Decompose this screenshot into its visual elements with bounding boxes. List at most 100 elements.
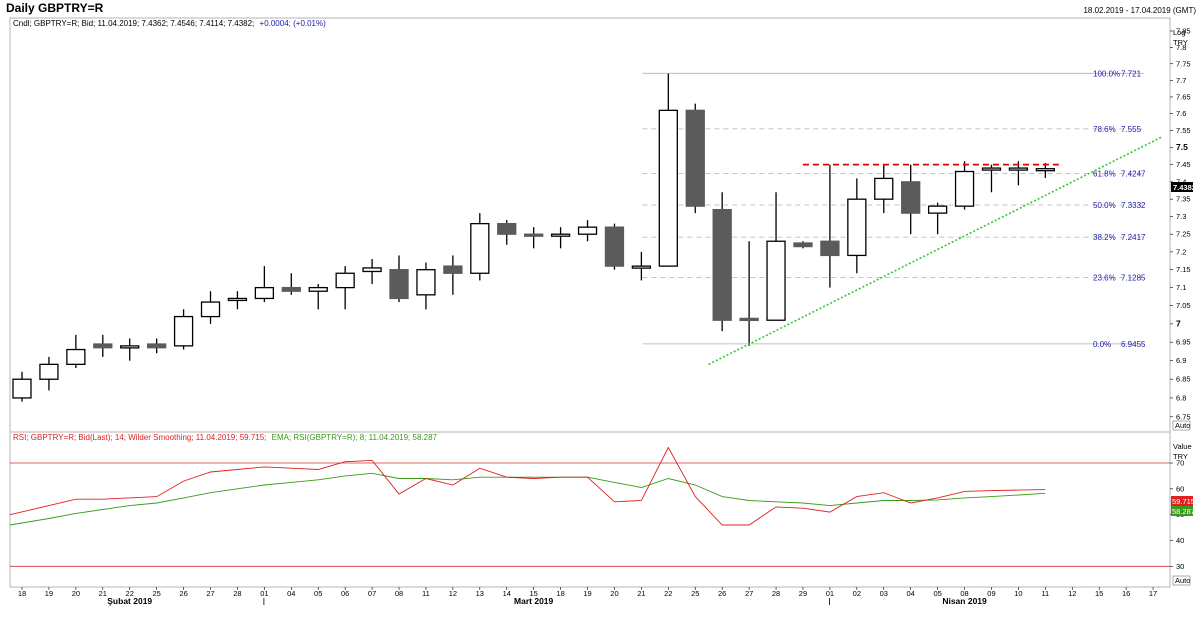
date-tick-label: 28 (772, 589, 780, 598)
rsi-axis-caption-value: Value (1173, 442, 1192, 451)
candle (470, 213, 490, 281)
candle (335, 266, 355, 310)
candle (39, 356, 59, 391)
candle-legend: Cndl; GBPTRY=R; Bid; 11.04.2019; 7.4362;… (13, 19, 326, 28)
price-auto-button[interactable] (1172, 420, 1191, 431)
candle-body (66, 348, 86, 365)
ema-last-tag (1171, 506, 1193, 516)
date-tick-label: 06 (341, 589, 349, 598)
fib-level-percent: 50.0% (1093, 201, 1116, 210)
date-tick-label: 02 (853, 589, 861, 598)
date-tick-label: 27 (745, 589, 753, 598)
candlestick-series (12, 73, 1055, 402)
price-tick-label: 7.65 (1176, 92, 1191, 101)
rsi-tick-label: 60 (1176, 484, 1184, 493)
rsi-tick-label: 30 (1176, 562, 1184, 571)
candle-body (470, 222, 490, 274)
price-tick-label: 7.8 (1176, 43, 1186, 52)
fib-level-value: 7.721 (1121, 69, 1142, 78)
candle-body (1035, 168, 1055, 172)
ema-legend-text: EMA; RSI(GBPTRY=R); 8; 11.04.2019; 58.28… (272, 433, 438, 442)
rsi-ema-line (9, 472, 1046, 526)
price-tick-label: 7.25 (1176, 230, 1191, 239)
rsi-axis: 7060504030 (10, 459, 1184, 571)
last-price-label: 7.4382 (1173, 183, 1196, 192)
candle-legend-change: +0.0004; (+0.01%) (260, 19, 327, 28)
price-axis: 7.85 7.8 7.75 7.7 7.65 7.6 7.55 7.5 7.45 7.4 7.35 7… (1170, 26, 1191, 421)
candle (550, 227, 571, 249)
candle-body (173, 315, 194, 347)
date-tick-label: 05 (933, 589, 941, 598)
candle-body (954, 170, 975, 207)
candle (281, 273, 301, 295)
candle-body (254, 286, 275, 300)
rsi-legend-text: RSI; GBPTRY=R; Bid(Last); 14; Wilder Smo… (13, 433, 266, 442)
rsi-axis-caption-unit: TRY (1173, 452, 1188, 461)
ema-last-label: 58.287 (1172, 507, 1195, 516)
date-tick-label: 10 (1014, 589, 1022, 598)
price-tick-label: 7.15 (1176, 265, 1191, 274)
fib-level-percent: 38.2% (1093, 233, 1116, 242)
candle-body (497, 222, 517, 235)
price-tick-label: 6.85 (1176, 375, 1191, 384)
date-tick-label: 15 (529, 589, 537, 598)
candle-body (39, 363, 59, 380)
date-tick-label: 05 (314, 589, 322, 598)
candle-body (281, 286, 301, 292)
date-tick-label: 12 (1068, 589, 1076, 598)
rsi-auto-button[interactable] (1172, 575, 1191, 586)
date-tick-label: 15 (1095, 589, 1103, 598)
price-axis-caption-unit: TRY (1173, 38, 1188, 47)
rsi-last-label: 59.715 (1172, 497, 1195, 506)
price-tick-label: 7.45 (1176, 160, 1191, 169)
fib-level-percent: 100.0% (1093, 69, 1120, 78)
candle (658, 73, 678, 267)
candle (12, 371, 32, 402)
candle (685, 103, 705, 214)
price-tick-label: 7.35 (1176, 195, 1191, 204)
price-auto-label: Auto (1175, 421, 1190, 430)
candle (847, 178, 867, 274)
fibonacci-levels: 100.0% 7.721 78.6% 7.555 61.8% 7.4247 50.0% 7.3… (642, 69, 1146, 349)
price-axis-caption-log: Log (1173, 28, 1186, 37)
date-tick-label: 25 (691, 589, 699, 598)
candle (739, 241, 759, 346)
date-tick-label: 18 (556, 589, 564, 598)
date-tick-label: 26 (179, 589, 187, 598)
candle (981, 164, 1002, 193)
price-tick-label: 7.05 (1176, 301, 1191, 310)
candle-body (927, 205, 948, 214)
date-tick-label: 14 (503, 589, 511, 598)
candle (524, 227, 544, 249)
candle-body (550, 233, 571, 237)
price-tick-label: 7.3 (1176, 212, 1186, 221)
date-tick-label: 22 (664, 589, 672, 598)
fib-level-value: 7.4247 (1121, 169, 1146, 178)
candle-body (820, 240, 840, 257)
candle (712, 192, 732, 332)
candle-body (793, 242, 813, 248)
date-tick-label: 16 (1122, 589, 1130, 598)
rsi-panel-frame (9, 431, 1171, 588)
date-tick-label: 21 (99, 589, 107, 598)
rsi-tick-label: 70 (1176, 459, 1184, 468)
candle (497, 220, 517, 245)
candle (443, 255, 463, 295)
candle-body (389, 269, 409, 300)
date-tick-label: 12 (449, 589, 457, 598)
price-tick-label: 7.1 (1176, 283, 1186, 292)
date-tick-label: 04 (287, 589, 295, 598)
date-tick-label: 20 (72, 589, 80, 598)
last-price-tag (1171, 182, 1193, 192)
candle-body (200, 301, 221, 318)
date-tick-label: 25 (152, 589, 160, 598)
date-tick-label: 19 (45, 589, 53, 598)
price-tick-label: 6.95 (1176, 338, 1191, 347)
rsi-line (9, 446, 1046, 526)
candle (362, 258, 382, 285)
fib-level-value: 7.3332 (1121, 201, 1146, 210)
candle (254, 266, 275, 303)
date-tick-label: 07 (368, 589, 376, 598)
rsi-last-tag (1171, 496, 1193, 506)
